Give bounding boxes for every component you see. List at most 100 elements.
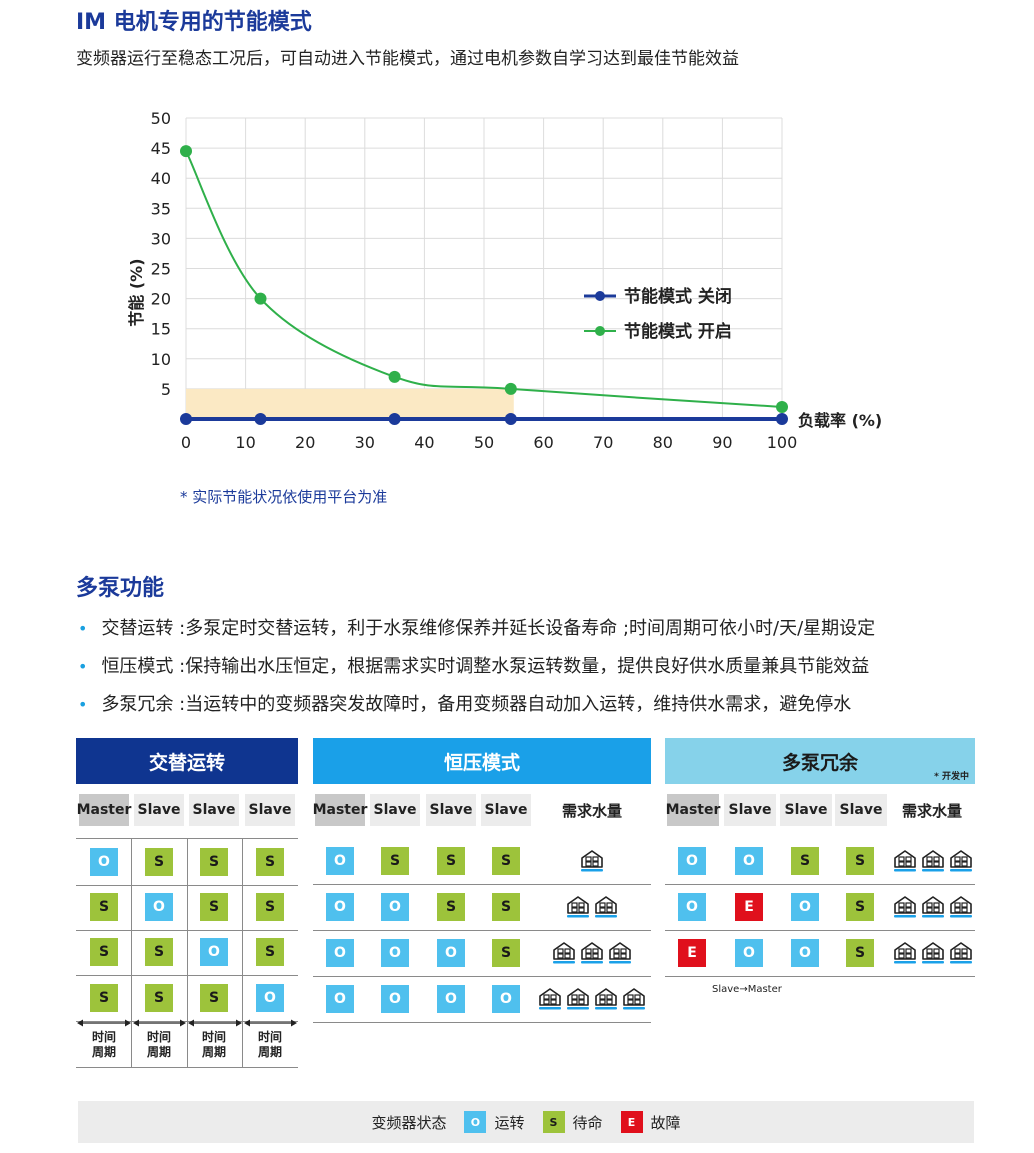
panel-alternate-title: 交替运转 xyxy=(76,738,298,784)
divider xyxy=(187,838,188,1068)
column-header: Slave xyxy=(481,794,531,826)
column-header: Slave xyxy=(134,794,184,826)
status-badge: S xyxy=(381,847,409,875)
status-badge: S xyxy=(145,984,173,1012)
series-on-point xyxy=(388,370,401,383)
legend-fault-badge: E xyxy=(620,1111,643,1133)
status-badge: S xyxy=(256,893,284,921)
status-badge: S xyxy=(846,893,874,921)
water-demand-icon xyxy=(595,988,617,1010)
series-on-point xyxy=(180,145,192,158)
y-tick-label: 50 xyxy=(151,109,171,128)
slave-master-note: Slave→Master xyxy=(712,984,782,995)
series-off-point xyxy=(180,413,192,425)
y-tick-label: 30 xyxy=(151,229,171,248)
y-tick-label: 15 xyxy=(151,320,171,339)
demand-icons xyxy=(893,848,973,872)
divider xyxy=(313,1022,651,1023)
status-badge: S xyxy=(200,848,228,876)
water-demand-icon xyxy=(581,942,603,964)
x-tick-label: 10 xyxy=(235,433,255,452)
status-badge: E xyxy=(678,939,706,967)
y-axis-label: 节能 (%) xyxy=(127,258,146,326)
status-badge: S xyxy=(846,847,874,875)
panel-redundant-header: 多泵冗余 * 开发中 xyxy=(665,738,975,784)
x-tick-label: 40 xyxy=(414,433,434,452)
series-on-point xyxy=(504,382,517,395)
series-on-point xyxy=(254,292,267,305)
time-cycle-label: 时间 周期 xyxy=(257,1030,282,1059)
panel-redundant-title: 多泵冗余 * 开发中 xyxy=(665,738,975,784)
panel-constant-title: 恒压模式 xyxy=(313,738,651,784)
series-on-point xyxy=(776,400,788,413)
water-demand-icon xyxy=(894,850,916,872)
cycle-arrows xyxy=(77,1019,297,1027)
column-header: Master xyxy=(77,794,131,826)
status-badge: S xyxy=(492,847,520,875)
water-demand-icon xyxy=(623,988,645,1010)
x-tick-label: 30 xyxy=(355,433,375,452)
status-badge: O xyxy=(791,893,819,921)
status-badge: S xyxy=(145,848,173,876)
status-badge: S xyxy=(256,848,284,876)
highlight-region xyxy=(186,388,514,419)
status-badge: O xyxy=(326,985,354,1013)
water-demand-icon xyxy=(922,850,944,872)
legend-entry-on-text: 节能模式 开启 xyxy=(624,321,732,342)
feature-constant-pressure: • 恒压模式 :保持输出水压恒定，根据需求实时调整水泵运转数量，提供良好供水质量兼… xyxy=(78,656,870,677)
x-tick-label: 90 xyxy=(712,433,732,452)
time-cycle-label: 时间 周期 xyxy=(201,1030,226,1059)
legend-run-text: 运转 xyxy=(494,1113,525,1132)
divider xyxy=(313,930,651,931)
x-tick-label: 0 xyxy=(181,433,191,452)
status-badge: O xyxy=(326,939,354,967)
status-badge: O xyxy=(492,985,520,1013)
status-badge: O xyxy=(381,985,409,1013)
divider xyxy=(665,884,975,885)
demand-icons xyxy=(580,848,604,872)
legend-entry-off-text: 节能模式 关闭 xyxy=(624,286,732,307)
column-header: Slave xyxy=(245,794,295,826)
status-badge: O xyxy=(381,939,409,967)
x-tick-label: 60 xyxy=(533,433,553,452)
x-tick-label: 80 xyxy=(653,433,673,452)
panel-redundant-dev-note: * 开发中 xyxy=(934,772,969,782)
demand-icons xyxy=(538,986,646,1010)
legend-standby-text: 待命 xyxy=(572,1113,603,1132)
status-badge: S xyxy=(437,893,465,921)
status-badge: O xyxy=(437,939,465,967)
status-badge: S xyxy=(90,938,118,966)
water-demand-icon xyxy=(922,942,944,964)
status-badge: O xyxy=(256,984,284,1012)
water-demand-icon xyxy=(922,896,944,918)
feature-alternate: • 交替运转 :多泵定时交替运转，利于水泵维修保养并延长设备寿命 ;时间周期可依小… xyxy=(78,618,876,639)
section-subtitle: 变频器运行至稳态工况后，可自动进入节能模式，通过电机参数自学习达到最佳节能效益 xyxy=(76,49,739,69)
legend-fault-text: 故障 xyxy=(650,1113,681,1132)
status-badge: O xyxy=(678,847,706,875)
status-badge: O xyxy=(437,985,465,1013)
water-demand-icon xyxy=(609,942,631,964)
water-demand-icon xyxy=(950,850,972,872)
column-header: Slave xyxy=(370,794,420,826)
legend-label: 变频器状态 xyxy=(371,1113,447,1132)
status-badge: O xyxy=(678,893,706,921)
water-demand-icon xyxy=(539,988,561,1010)
column-header: Master xyxy=(666,794,720,826)
divider xyxy=(76,1067,298,1068)
status-badge: O xyxy=(735,847,763,875)
status-badge: O xyxy=(326,893,354,921)
column-header: Slave xyxy=(426,794,476,826)
water-demand-icon xyxy=(567,988,589,1010)
column-header: Slave xyxy=(780,794,832,826)
status-badge: S xyxy=(846,939,874,967)
demand-icons xyxy=(893,894,973,918)
status-badge: E xyxy=(735,893,763,921)
column-header: Master xyxy=(313,794,367,826)
y-tick-label: 25 xyxy=(151,260,171,279)
y-tick-label: 5 xyxy=(161,380,171,399)
divider xyxy=(313,884,651,885)
water-demand-icon xyxy=(950,896,972,918)
x-tick-label: 100 xyxy=(767,433,798,452)
feature-list: • 交替运转 :多泵定时交替运转，利于水泵维修保养并延长设备寿命 ;时间周期可依小… xyxy=(78,610,875,724)
status-badge: O xyxy=(326,847,354,875)
